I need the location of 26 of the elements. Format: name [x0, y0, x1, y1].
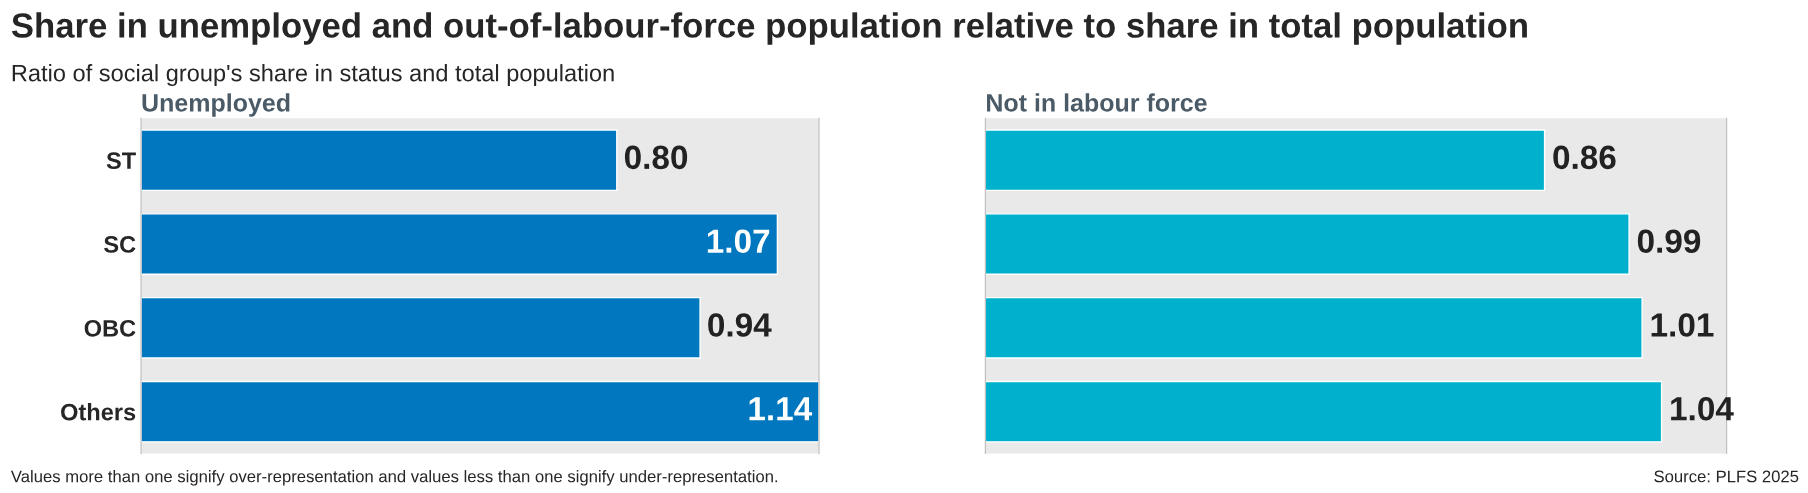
- text: Ratio of social group's share in status and total population: [12, 64, 614, 87]
- data-label: 1.07: [707, 229, 770, 253]
- y-tick-label: Others: [61, 403, 136, 421]
- bar: [141, 129, 618, 192]
- text: Share in unemployed and out-of-labour-force population relative to share in total population: [11, 12, 1527, 45]
- bar: [985, 129, 1546, 192]
- chart-title: Not in labour force: [987, 93, 1207, 112]
- data-label: 0.86: [1553, 145, 1616, 170]
- chart-title: Unemployed: [142, 93, 290, 117]
- y-tick-label: OBC: [84, 319, 136, 337]
- data-label: 0.80: [624, 145, 688, 170]
- bar: [141, 213, 779, 275]
- bar: [141, 380, 820, 443]
- bar: [985, 213, 1630, 275]
- data-label: 1.01: [1651, 313, 1714, 337]
- text: Values more than one signify over-representation and values less than one signify under-representation.: [10, 470, 778, 486]
- y-tick-label: SC: [104, 236, 136, 253]
- source-note: Source: PLFS 2025: [1654, 470, 1799, 483]
- data-label: 0.99: [1637, 229, 1701, 253]
- data-label: 1.04: [1671, 397, 1734, 421]
- y-tick-label: ST: [106, 152, 136, 170]
- bar: [141, 296, 701, 359]
- data-label: 1.14: [749, 397, 813, 421]
- bar: [985, 380, 1663, 443]
- bar: [985, 296, 1643, 359]
- data-label: 0.94: [708, 313, 772, 337]
